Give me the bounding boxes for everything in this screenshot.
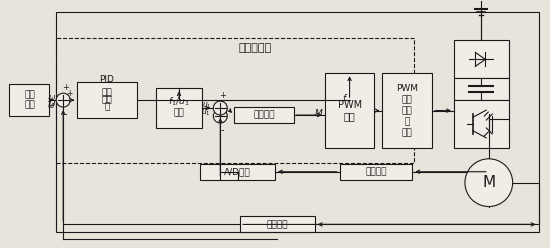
Text: $f_1/u_1$: $f_1/u_1$: [168, 96, 190, 108]
Bar: [9, 84, 50, 116]
Bar: [382, 73, 432, 148]
Circle shape: [56, 93, 70, 107]
Text: PID: PID: [100, 75, 114, 84]
Text: 电压变换: 电压变换: [365, 167, 387, 176]
Text: 转速测定: 转速测定: [267, 220, 288, 229]
Text: PWM: PWM: [338, 100, 362, 110]
Text: PWM: PWM: [396, 84, 418, 93]
Bar: [56, 12, 538, 232]
Text: 速度: 速度: [102, 89, 112, 98]
Text: 调节: 调节: [102, 96, 112, 105]
Text: ω: ω: [48, 101, 54, 110]
Text: 速度: 速度: [24, 91, 35, 100]
Text: +: +: [62, 83, 69, 92]
Bar: [240, 217, 315, 232]
Text: 单片机系统: 单片机系统: [239, 43, 272, 53]
Text: -: -: [63, 109, 67, 119]
Bar: [77, 82, 137, 118]
Bar: [156, 88, 202, 128]
Text: 给定: 给定: [24, 101, 35, 110]
Bar: [340, 164, 412, 180]
Text: M: M: [315, 109, 323, 118]
Text: +: +: [219, 99, 225, 108]
Bar: [454, 78, 509, 100]
Text: 电压调节: 电压调节: [254, 111, 275, 120]
Bar: [324, 73, 375, 148]
Bar: [234, 107, 294, 123]
Text: +: +: [219, 91, 225, 100]
Text: 处理: 处理: [402, 106, 412, 115]
Bar: [56, 38, 414, 163]
Text: 器: 器: [104, 103, 109, 112]
Text: $u_1$: $u_1$: [202, 100, 211, 111]
Text: 及: 及: [405, 117, 410, 126]
Text: 放大: 放大: [402, 128, 412, 137]
Text: -: -: [221, 117, 224, 127]
Bar: [200, 164, 275, 180]
Text: $u_1$: $u_1$: [201, 108, 210, 118]
Text: M: M: [482, 175, 496, 190]
Circle shape: [465, 159, 513, 207]
Text: 变换: 变换: [174, 109, 184, 118]
Text: f: f: [343, 94, 345, 103]
Circle shape: [213, 101, 227, 115]
Text: ω: ω: [49, 99, 55, 108]
Bar: [454, 40, 509, 78]
Text: -: -: [221, 125, 224, 135]
Text: ω: ω: [49, 93, 55, 102]
Bar: [454, 100, 509, 148]
Text: 信号: 信号: [402, 95, 412, 104]
Text: 算法: 算法: [344, 112, 355, 122]
Circle shape: [213, 109, 227, 123]
Text: +: +: [66, 89, 73, 98]
Text: A/D转换: A/D转换: [224, 167, 251, 176]
